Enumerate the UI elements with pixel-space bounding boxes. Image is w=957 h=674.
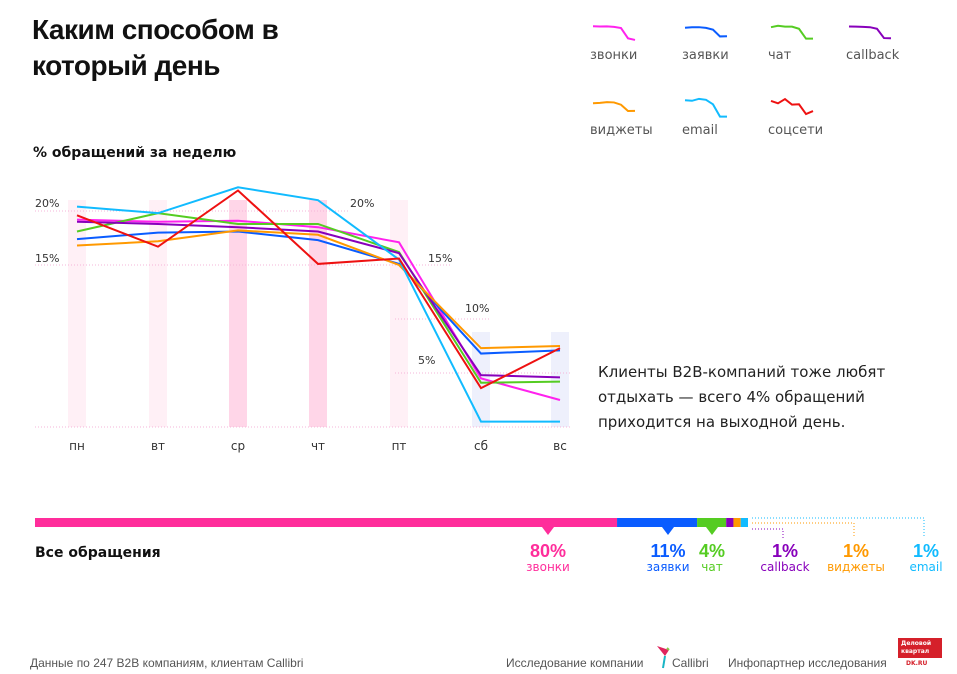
dk-url: DK.RU (906, 660, 928, 667)
footer-study: Исследование компании (506, 656, 644, 670)
legend-line-icon (592, 25, 636, 41)
legend-label: звонки (590, 48, 638, 63)
y-tick-label: 5% (418, 354, 435, 367)
legend-label: чат (768, 48, 792, 63)
totals-label: Все обращения (35, 545, 161, 561)
bar-segment-виджеты (733, 518, 741, 527)
day-band (472, 332, 490, 427)
series-line-виджеты (76, 229, 561, 350)
day-band (229, 200, 247, 427)
legend-item-чат: чат (768, 20, 848, 63)
share-звонки: 80% звонки (513, 541, 583, 574)
day-band (390, 200, 408, 427)
chart-subtitle: % обращений за неделю (33, 145, 237, 161)
x-tick-label: пн (69, 439, 85, 453)
line-chart: 20% 20% 15% 15% 10% 5% пн вт ср чт пт сб вс (35, 186, 570, 453)
day-band (551, 332, 569, 427)
share-name: callback (760, 560, 810, 574)
x-tick-label: ср (231, 439, 245, 453)
x-tick-label: чт (311, 439, 325, 453)
share-pct: 1% (912, 541, 939, 561)
day-band (309, 200, 327, 427)
series-line-соцсети (76, 189, 561, 390)
leader-line (752, 528, 784, 538)
bar-segment-чат (697, 518, 727, 527)
y-tick-label: 15% (35, 252, 59, 265)
share-pct: 1% (842, 541, 869, 561)
footer-partner: Инфопартнер исследования (728, 656, 887, 670)
legend-line-icon (848, 25, 892, 40)
bar-segment-заявки (617, 518, 698, 527)
y-tick-label: 20% (350, 197, 374, 210)
share-чат: 4% чат (677, 541, 747, 574)
series-line-email (76, 186, 560, 423)
pointer (662, 527, 674, 535)
x-tick-label: сб (474, 439, 488, 453)
share-pct: 1% (771, 541, 798, 561)
legend-item-звонки: звонки (590, 20, 670, 63)
legend-item-callback: callback (846, 20, 926, 63)
share-name: звонки (526, 560, 570, 574)
y-tick-label: 15% (428, 252, 452, 265)
series-line-звонки (76, 218, 561, 401)
series-line-заявки (76, 230, 561, 355)
y-tick-label: 10% (465, 302, 489, 315)
legend-line-icon (592, 101, 636, 113)
callibri-logo-icon (657, 646, 670, 669)
annotation-note: Клиенты B2B-компаний тоже любят отдыхать… (598, 363, 886, 431)
share-pct: 80% (529, 541, 567, 561)
share-name: заявки (646, 560, 690, 574)
bar-segment-email (740, 518, 748, 527)
totals-bar (35, 517, 925, 538)
legend-line-icon (770, 97, 814, 116)
legend-item-заявки: заявки (682, 20, 762, 63)
share-заявки: 11% заявки (633, 541, 703, 574)
legend-line-icon (770, 24, 814, 40)
legend-item-email: email (682, 95, 762, 138)
legend-label: виджеты (590, 123, 653, 138)
share-pct: 11% (650, 541, 686, 561)
legend-label: соцсети (768, 123, 824, 138)
legend-line-icon (684, 97, 727, 118)
footer-callibri: Callibri (672, 656, 709, 670)
pointer (542, 527, 554, 535)
legend-label: callback (846, 48, 900, 63)
share-callback: 1% callback (750, 541, 820, 574)
dk-logo: Деловой квартал (898, 638, 942, 658)
legend-item-соцсети: соцсети (768, 95, 848, 138)
page-title: Каким способом в который день (32, 14, 279, 81)
y-tick-label: 20% (35, 197, 59, 210)
footer-source: Данные по 247 B2B компаниям, клиентам Ca… (30, 656, 304, 670)
share-name: чат (701, 560, 723, 574)
share-name: email (909, 560, 943, 574)
x-tick-label: вт (151, 439, 165, 453)
leader-line (752, 517, 925, 538)
bar-segment-callback (726, 518, 734, 527)
bar-segment-звонки (35, 518, 618, 527)
x-tick-label: пт (392, 439, 407, 453)
series-line-callback (76, 220, 561, 379)
pointer (706, 527, 718, 535)
legend-label: email (682, 123, 718, 138)
legend: звонки заявки чат callback виджеты email соцсе… (590, 20, 930, 145)
share-pct: 4% (698, 541, 725, 561)
day-band (149, 200, 167, 427)
x-tick-label: вс (553, 439, 567, 453)
leader-line (752, 522, 855, 538)
legend-item-виджеты: виджеты (590, 95, 670, 138)
day-band (68, 200, 86, 427)
share-виджеты: 1% виджеты (821, 541, 891, 574)
legend-label: заявки (682, 48, 729, 63)
share-email: 1% email (891, 541, 957, 574)
share-name: виджеты (827, 560, 885, 574)
legend-line-icon (684, 26, 728, 38)
